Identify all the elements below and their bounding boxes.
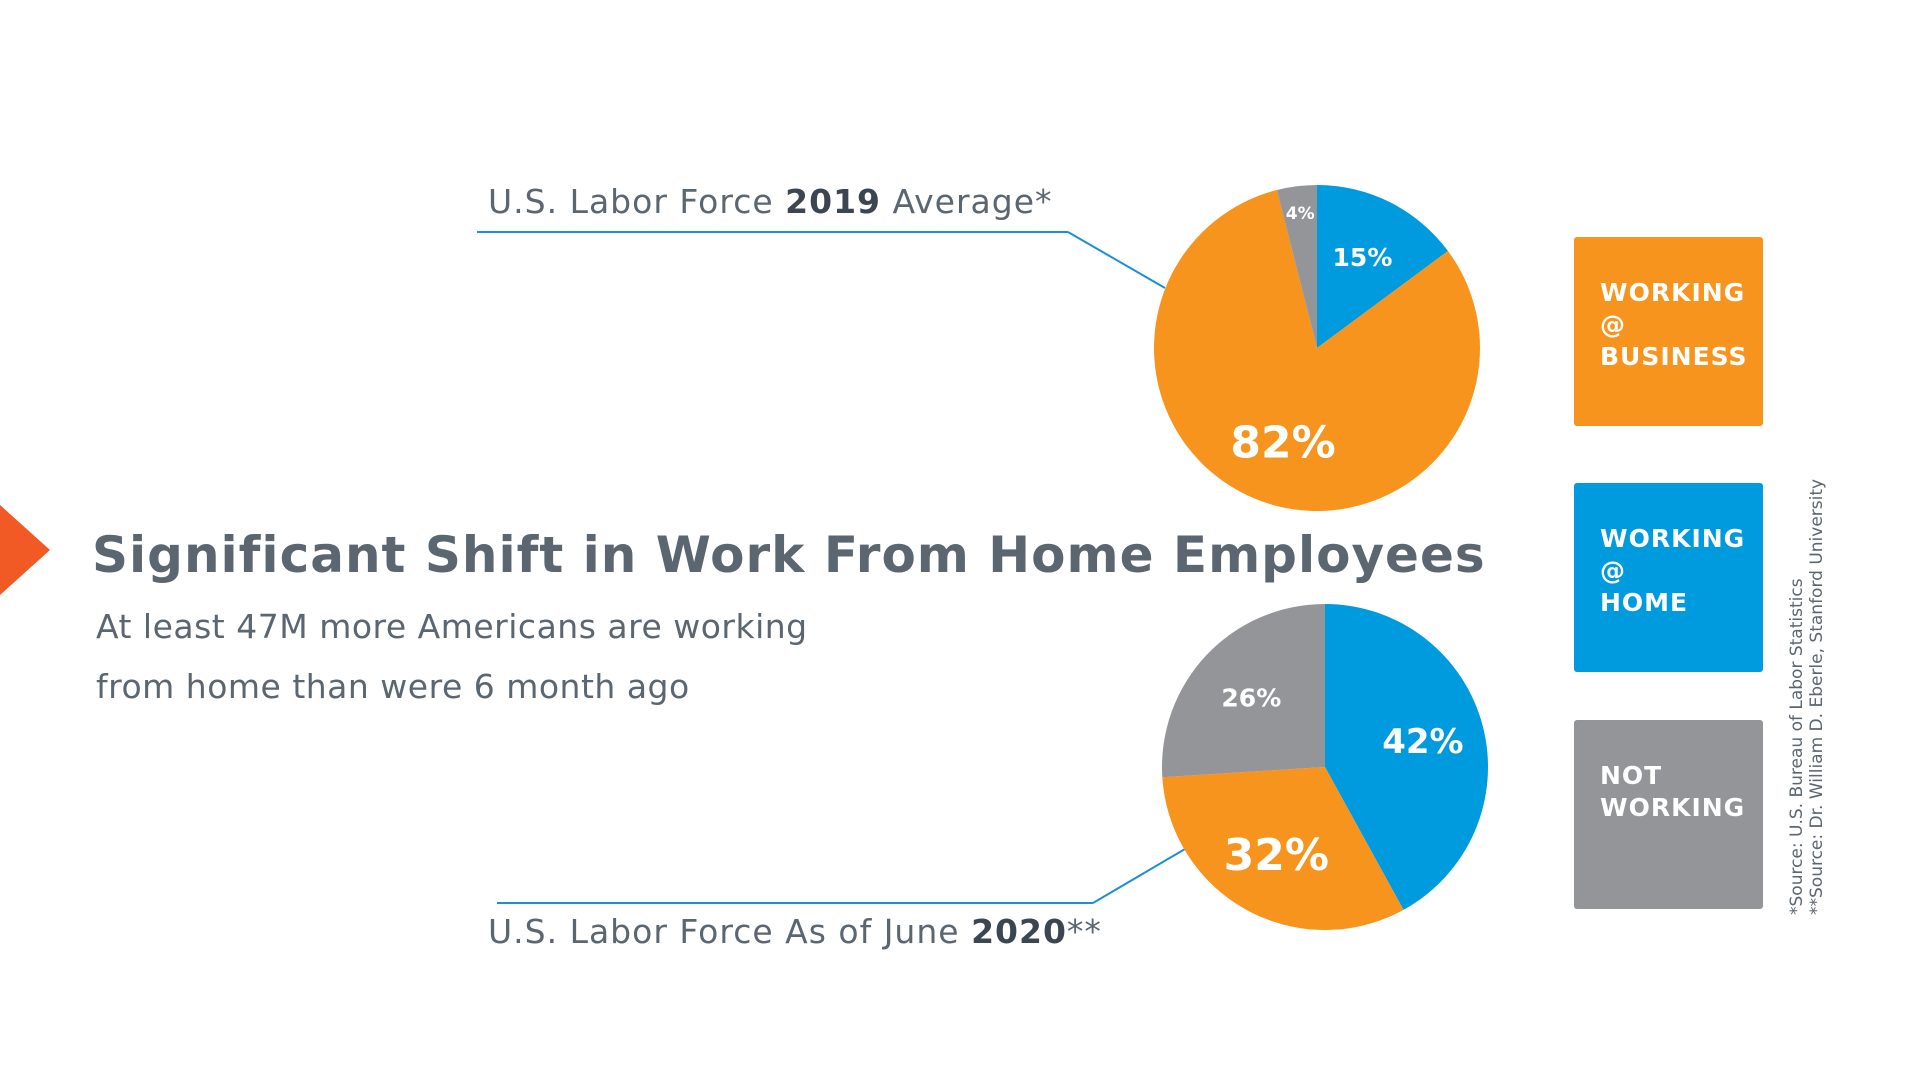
pie-chart-2020: 42% 32% 26% <box>1162 604 1488 930</box>
legend-home-line-1: WORKING <box>1600 524 1746 553</box>
pie-slice-home <box>1325 604 1488 910</box>
caption-2019-text: U.S. Labor Force <box>488 182 786 221</box>
legend-business-line-3: BUSINESS <box>1600 342 1748 371</box>
legend-not-working: NOT WORKING <box>1574 720 1763 909</box>
pie-label-business: 82% <box>1230 418 1335 469</box>
source-line-1: *Source: U.S. Bureau of Labor Statistics <box>1787 578 1807 915</box>
legend-working-at-home: WORKING @ HOME <box>1574 483 1763 672</box>
leader-line-top-diagonal <box>1067 231 1166 289</box>
arrow-accent-shape <box>0 505 50 595</box>
caption-2020-year: 2020 <box>971 912 1067 951</box>
pie-chart-2019: 15% 82% 4% <box>1153 185 1480 511</box>
sources-note: *Source: U.S. Bureau of Labor Statistics… <box>1787 435 1827 915</box>
pie-slice-not-working <box>1276 185 1317 348</box>
pie-label-not-working: 26% <box>1221 683 1281 712</box>
pie-label-not-working: 4% <box>1286 204 1315 224</box>
caption-2019-year: 2019 <box>785 182 882 221</box>
pie-label-home: 15% <box>1333 243 1393 272</box>
pie-slice-home <box>1317 185 1448 348</box>
pie-slice-not-working <box>1162 604 1325 778</box>
caption-2020-text: U.S. Labor Force As of June <box>488 912 972 951</box>
subtitle-line-2: from home than were 6 month ago <box>96 667 690 706</box>
pie-slice-business <box>1162 767 1404 930</box>
caption-2020-suffix: ** <box>1066 912 1102 951</box>
source-line-2: **Source: Dr. William D. Eberle, Stanfor… <box>1807 478 1827 915</box>
subtitle-line-1: At least 47M more Americans are working <box>96 607 808 646</box>
caption-2019-suffix: Average* <box>881 182 1053 221</box>
pie-slice-business <box>1153 190 1480 511</box>
leader-line-bottom-diagonal <box>1092 848 1186 904</box>
legend-not-working-line-1: NOT <box>1600 761 1663 790</box>
caption-2019: U.S. Labor Force 2019 Average* <box>488 182 1053 221</box>
legend-not-working-line-2: WORKING <box>1600 793 1746 822</box>
legend-business-line-2: @ <box>1600 310 1626 339</box>
legend-business-line-1: WORKING <box>1600 278 1746 307</box>
pie-label-business: 32% <box>1224 830 1329 881</box>
legend-home-line-2: @ <box>1600 556 1626 585</box>
legend-home-line-3: HOME <box>1600 588 1689 617</box>
pie-label-home: 42% <box>1382 722 1463 762</box>
caption-2020: U.S. Labor Force As of June 2020** <box>488 912 1102 951</box>
page-title: Significant Shift in Work From Home Empl… <box>92 526 1486 584</box>
legend-working-at-business: WORKING @ BUSINESS <box>1574 237 1763 426</box>
